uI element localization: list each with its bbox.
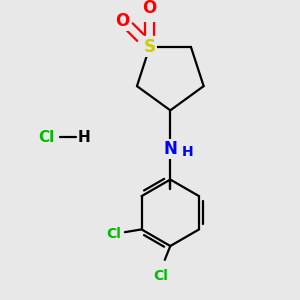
Text: H: H	[182, 145, 194, 159]
Text: Cl: Cl	[38, 130, 55, 145]
Text: Cl: Cl	[154, 268, 169, 283]
Text: N: N	[164, 140, 177, 158]
Text: O: O	[115, 12, 129, 30]
Text: Cl: Cl	[106, 227, 121, 241]
Text: H: H	[77, 130, 90, 145]
Text: S: S	[144, 38, 156, 56]
Text: O: O	[142, 0, 157, 17]
